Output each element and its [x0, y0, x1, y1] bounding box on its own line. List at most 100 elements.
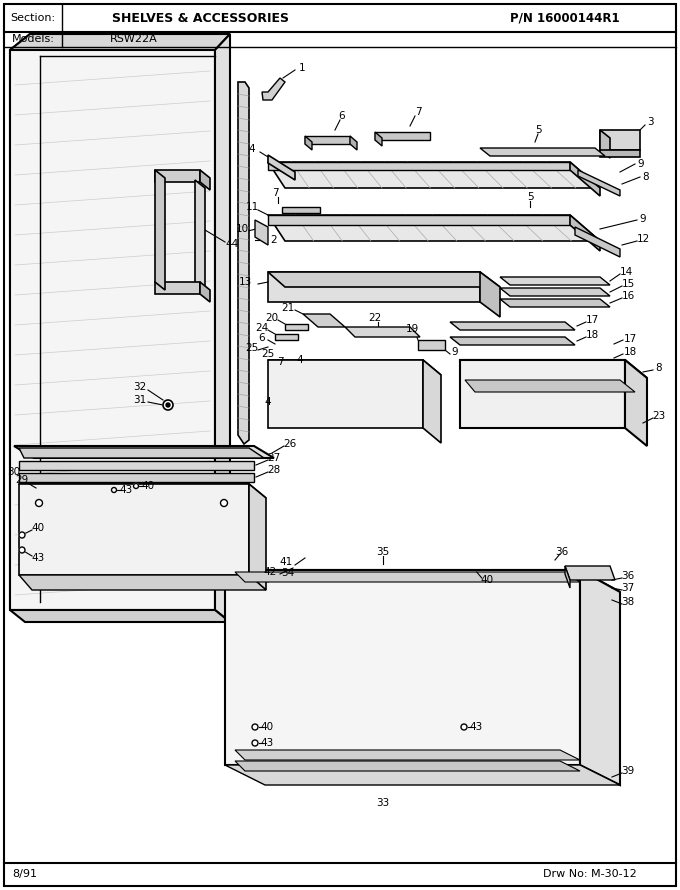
Text: 9: 9 — [638, 159, 645, 169]
Text: 12: 12 — [636, 234, 649, 244]
Text: 3: 3 — [647, 117, 653, 127]
Text: 9: 9 — [640, 214, 646, 224]
Polygon shape — [350, 136, 357, 150]
Polygon shape — [225, 570, 580, 765]
Polygon shape — [285, 324, 308, 330]
Text: 15: 15 — [622, 279, 634, 289]
Polygon shape — [600, 130, 640, 150]
Polygon shape — [200, 170, 210, 190]
Text: 9: 9 — [452, 347, 458, 357]
Polygon shape — [375, 132, 382, 146]
Text: Section:: Section: — [10, 13, 56, 23]
Polygon shape — [480, 148, 605, 156]
Polygon shape — [262, 78, 285, 100]
Text: 8/91: 8/91 — [12, 869, 37, 879]
Text: 31: 31 — [133, 395, 147, 405]
Polygon shape — [418, 340, 445, 350]
Text: 43: 43 — [469, 722, 483, 732]
Polygon shape — [19, 473, 254, 482]
Polygon shape — [480, 272, 500, 317]
Text: 29: 29 — [16, 475, 29, 485]
Text: RSW22A: RSW22A — [110, 34, 158, 44]
Polygon shape — [500, 277, 610, 285]
Polygon shape — [460, 360, 625, 428]
Text: 43: 43 — [120, 485, 133, 495]
Text: 7: 7 — [415, 107, 422, 117]
Circle shape — [19, 547, 25, 553]
Polygon shape — [19, 448, 264, 458]
Text: 10: 10 — [235, 224, 249, 234]
Text: 23: 23 — [652, 411, 666, 421]
Text: 7: 7 — [272, 188, 278, 198]
Text: 16: 16 — [622, 291, 634, 301]
Polygon shape — [268, 272, 500, 287]
Text: 37: 37 — [622, 583, 634, 593]
Text: 43: 43 — [260, 738, 273, 748]
Text: 8: 8 — [643, 172, 649, 182]
Text: 14: 14 — [619, 267, 632, 277]
Polygon shape — [375, 132, 430, 140]
Text: 7: 7 — [277, 357, 284, 367]
Polygon shape — [268, 360, 441, 375]
Text: 36: 36 — [622, 571, 634, 581]
Polygon shape — [10, 34, 230, 50]
Text: 11: 11 — [245, 202, 258, 212]
Polygon shape — [345, 327, 420, 337]
Polygon shape — [305, 136, 312, 150]
Text: 33: 33 — [376, 798, 390, 808]
Text: 5: 5 — [527, 192, 533, 202]
Polygon shape — [195, 180, 205, 290]
Polygon shape — [19, 461, 254, 470]
Polygon shape — [19, 575, 266, 590]
Text: 8: 8 — [656, 363, 662, 373]
Text: 28: 28 — [267, 465, 281, 475]
Text: 40: 40 — [480, 575, 493, 585]
Text: 17: 17 — [585, 315, 598, 325]
Polygon shape — [625, 360, 647, 446]
Text: 42: 42 — [264, 567, 277, 577]
Text: 19: 19 — [405, 324, 419, 334]
Polygon shape — [200, 282, 210, 302]
Polygon shape — [305, 136, 350, 144]
Text: 40: 40 — [141, 481, 154, 491]
Text: 41: 41 — [279, 557, 293, 567]
Text: 4: 4 — [265, 397, 271, 407]
Text: 22: 22 — [369, 313, 381, 323]
Text: Drw No: M-30-12: Drw No: M-30-12 — [543, 869, 637, 879]
Polygon shape — [423, 360, 441, 443]
Polygon shape — [235, 572, 580, 582]
Polygon shape — [268, 215, 600, 241]
Polygon shape — [460, 360, 647, 378]
Circle shape — [163, 400, 173, 410]
Polygon shape — [500, 288, 610, 296]
Text: SHELVES & ACCESSORIES: SHELVES & ACCESSORIES — [112, 12, 288, 25]
Polygon shape — [282, 207, 320, 213]
Text: 30: 30 — [7, 467, 20, 477]
Polygon shape — [10, 34, 30, 610]
Polygon shape — [465, 380, 635, 392]
Polygon shape — [235, 761, 580, 771]
Polygon shape — [275, 334, 298, 340]
Text: 13: 13 — [239, 277, 252, 287]
Text: 1: 1 — [299, 63, 305, 73]
Polygon shape — [268, 360, 423, 428]
Polygon shape — [155, 170, 165, 290]
Text: Models:: Models: — [12, 34, 54, 44]
Polygon shape — [303, 314, 345, 327]
Polygon shape — [268, 162, 570, 170]
Circle shape — [461, 724, 467, 730]
Polygon shape — [249, 484, 266, 590]
Text: 35: 35 — [376, 547, 390, 557]
Polygon shape — [235, 750, 580, 760]
Circle shape — [35, 499, 42, 506]
Polygon shape — [575, 227, 620, 257]
Polygon shape — [155, 170, 200, 182]
Text: 38: 38 — [622, 597, 634, 607]
Polygon shape — [268, 155, 295, 180]
Polygon shape — [225, 765, 620, 785]
Text: 25: 25 — [261, 349, 275, 359]
Polygon shape — [255, 220, 268, 245]
Polygon shape — [268, 162, 600, 188]
Polygon shape — [600, 150, 640, 157]
Polygon shape — [565, 566, 615, 580]
